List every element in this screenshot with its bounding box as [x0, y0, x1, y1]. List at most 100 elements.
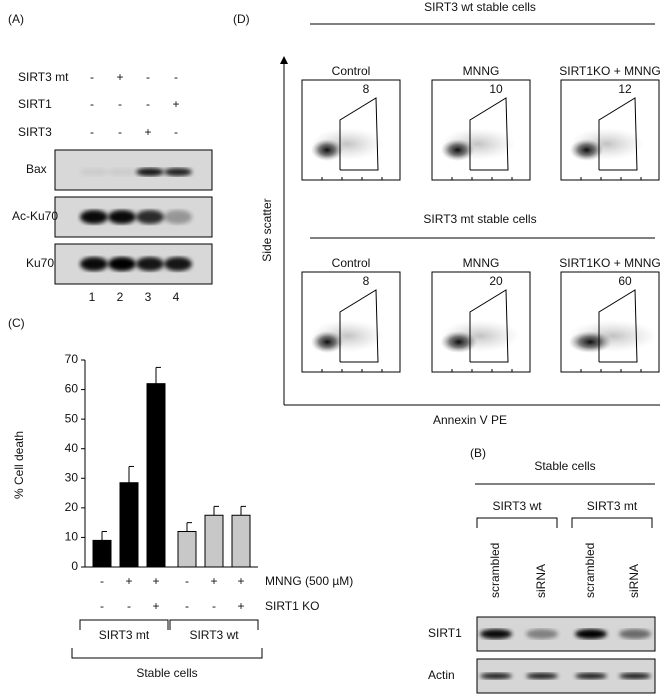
lane-number: 3 [145, 290, 152, 304]
plot-label: Control [332, 64, 371, 78]
band [108, 257, 136, 271]
bar [119, 482, 139, 568]
x-axis-label: Annexin V PE [433, 413, 507, 427]
band-label: Ku70 [26, 256, 54, 270]
sign: + [172, 97, 179, 111]
band-label: Bax [26, 162, 47, 176]
plot-label: MNNG [463, 64, 500, 78]
band [164, 168, 192, 176]
group-label: SIRT3 mt [587, 499, 638, 513]
band-label: Actin [428, 668, 455, 682]
gate [598, 97, 638, 171]
sign: - [90, 97, 94, 111]
sign: - [146, 97, 150, 111]
lane-label: scrambled [583, 543, 597, 598]
band [480, 629, 512, 639]
sign: - [146, 70, 150, 84]
gate-value: 12 [618, 82, 632, 96]
sign: + [237, 574, 244, 588]
bar [92, 539, 112, 568]
group-label: SIRT3 mt [99, 628, 150, 642]
sign: + [237, 599, 244, 613]
band [164, 257, 192, 271]
band [619, 629, 651, 639]
lane-number: 1 [89, 290, 96, 304]
y-tick-label: 70 [65, 352, 79, 366]
gate-value: 8 [363, 82, 370, 96]
row-label: SIRT1 [18, 97, 52, 111]
density [440, 139, 475, 161]
bracket [476, 517, 558, 528]
band-label: Ac-Ku70 [12, 209, 58, 223]
sign: - [185, 574, 189, 588]
y-axis-label: % Cell death [12, 431, 26, 499]
bar [204, 514, 224, 568]
plot-label: SIRT1KO + MNNG [559, 64, 660, 78]
band [80, 210, 108, 224]
panel-label: (A) [8, 12, 24, 26]
sign: - [90, 125, 94, 139]
row-label: SIRT3 [18, 125, 52, 139]
plot-label: SIRT1KO + MNNG [559, 256, 660, 270]
lane-label: scrambled [488, 543, 502, 598]
bar [231, 514, 251, 568]
lane-label: siRNA [534, 564, 548, 598]
band-label: SIRT1 [428, 626, 462, 640]
sign: - [100, 599, 104, 613]
bar [146, 383, 166, 568]
sign: - [118, 125, 122, 139]
panel-label: (D) [233, 12, 250, 26]
lane-number: 2 [117, 290, 124, 304]
sign: - [185, 599, 189, 613]
y-tick-label: 60 [65, 382, 79, 396]
y-axis-label: Side scatter [260, 198, 274, 261]
bracket [169, 619, 259, 630]
band [136, 257, 164, 271]
y-tick-label: 30 [65, 470, 79, 484]
y-tick-label: 50 [65, 411, 79, 425]
sign: - [174, 125, 178, 139]
gate [469, 289, 509, 363]
sign: - [90, 70, 94, 84]
lane-label: siRNA [627, 564, 641, 598]
sign: + [125, 574, 132, 588]
lane-number: 4 [173, 290, 180, 304]
y-tick-label: 20 [65, 500, 79, 514]
band [108, 210, 136, 224]
band [136, 168, 164, 176]
y-tick-label: 40 [65, 441, 79, 455]
bar [177, 531, 197, 568]
band [619, 673, 651, 679]
bracket [71, 648, 263, 659]
gate-value: 8 [363, 274, 370, 288]
gate-value: 10 [489, 82, 503, 96]
bracket [79, 619, 169, 630]
group-title: SIRT3 wt stable cells [424, 0, 536, 14]
gate [598, 289, 638, 363]
sign: - [118, 97, 122, 111]
gate-value: 20 [489, 274, 503, 288]
band [164, 210, 192, 224]
sign: - [174, 70, 178, 84]
sign: + [210, 574, 217, 588]
panel-label: (C) [8, 316, 25, 330]
gate [339, 97, 379, 171]
gate-value: 60 [618, 274, 632, 288]
band [136, 210, 164, 224]
group-title: SIRT3 mt stable cells [423, 212, 536, 226]
y-tick-label: 0 [71, 559, 78, 573]
sign: - [100, 574, 104, 588]
sign: - [212, 599, 216, 613]
group-label: Stable cells [136, 666, 197, 680]
band [526, 673, 558, 679]
condition-label: MNNG (500 µM) [265, 574, 353, 588]
row-label: SIRT3 mt [18, 70, 69, 84]
group-label: SIRT3 wt [492, 499, 542, 513]
band [575, 673, 607, 679]
sign: + [152, 599, 159, 613]
band [108, 168, 136, 176]
blot-title: Stable cells [534, 459, 595, 473]
density [310, 331, 344, 353]
sign: - [127, 599, 131, 613]
